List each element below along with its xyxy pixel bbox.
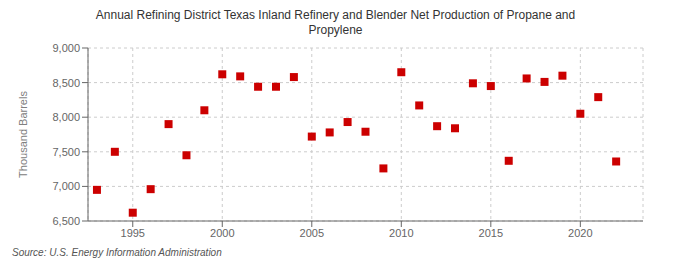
svg-text:2015: 2015 (479, 227, 503, 239)
svg-text:8,000: 8,000 (52, 111, 80, 123)
svg-text:1995: 1995 (121, 227, 145, 239)
svg-text:7,000: 7,000 (52, 180, 80, 192)
svg-text:2000: 2000 (210, 227, 234, 239)
html-text:Source: U.S. Energy Informatio: Source: U.S. Energy Information Administ… (12, 247, 222, 258)
svg-text:2005: 2005 (300, 227, 324, 239)
svg-text:Thousand Barrels: Thousand Barrels (17, 91, 29, 178)
svg-text:2020: 2020 (568, 227, 592, 239)
html-text:Propylene: Propylene (308, 23, 363, 37)
html-text:Annual Refining District Texas: Annual Refining District Texas Inland Re… (95, 8, 576, 22)
svg-text:6,500: 6,500 (52, 215, 80, 227)
svg-text:8,500: 8,500 (52, 77, 80, 89)
svg-text:2010: 2010 (389, 227, 413, 239)
svg-text:7,500: 7,500 (52, 146, 80, 158)
svg-text:9,000: 9,000 (52, 42, 80, 54)
